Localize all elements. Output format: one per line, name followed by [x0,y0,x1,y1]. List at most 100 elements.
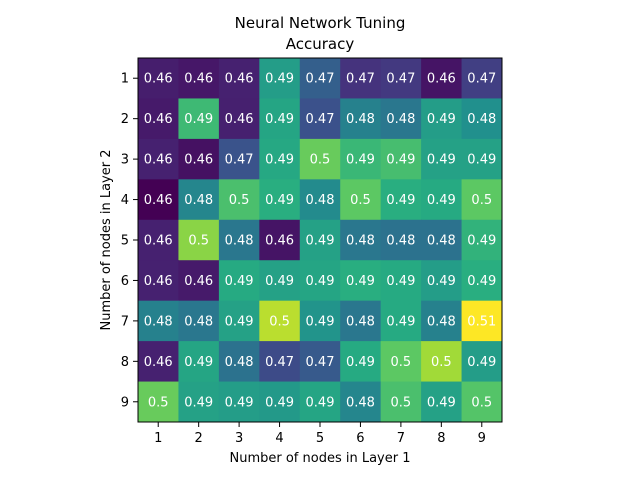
cell-value-label: 0.49 [386,274,415,289]
plot-frame [137,57,503,423]
cell-value-label: 0.48 [467,112,496,127]
cell-value-label: 0.5 [391,355,412,370]
heatmap-cell [259,341,301,383]
heatmap-cell [421,98,463,140]
cell-value-label: 0.49 [225,314,254,329]
cell-value-label: 0.48 [225,355,254,370]
heatmap-cell [218,98,260,140]
heatmap-cell [299,260,341,302]
heatmap-cell [259,219,301,261]
heatmap-cell [259,179,301,221]
y-axis-label: Number of nodes in Layer 2 [99,150,114,331]
cell-value-label: 0.46 [225,112,254,127]
heatmap-cell [178,260,220,302]
heatmap-cell [421,58,463,99]
heatmap-cell [138,179,179,221]
cell-value-label: 0.49 [265,72,294,87]
heatmap-cell [259,98,301,140]
cell-value-label: 0.49 [306,314,335,329]
heatmap-cell [178,98,220,140]
heatmap-cell [299,219,341,261]
heatmap-cell [461,381,503,423]
cell-value-label: 0.49 [306,395,335,410]
heatmap-cell [421,260,463,302]
cell-value-label: 0.5 [188,234,209,249]
heatmap-cell [380,98,422,140]
heatmap-cell [380,58,422,99]
cell-value-label: 0.49 [386,193,415,208]
cell-value-label: 0.47 [467,72,496,87]
heatmap-cell [218,381,260,423]
cell-value-label: 0.49 [427,193,456,208]
cell-value-label: 0.5 [269,314,290,329]
heatmap-cell [340,260,382,302]
cell-value-label: 0.46 [144,112,173,127]
heatmap-cell [218,219,260,261]
heatmap-cell [218,341,260,383]
heatmap-cell [340,341,382,383]
cell-value-label: 0.5 [471,395,492,410]
cell-value-label: 0.49 [386,314,415,329]
heatmap-cell [380,381,422,423]
cell-value-label: 0.46 [144,193,173,208]
heatmap-cell [380,260,422,302]
cell-value-label: 0.49 [225,395,254,410]
heatmap-cell [421,381,463,423]
cell-value-label: 0.49 [427,395,456,410]
heatmap-cell [178,58,220,99]
heatmap-cell [138,300,179,342]
heatmap-cell [421,341,463,383]
chart-title: Neural Network Tuning [235,14,406,32]
cell-value-label: 0.48 [184,193,213,208]
heatmap-cell [299,341,341,383]
cell-value-label: 0.46 [427,72,456,87]
heatmap-cell [138,381,179,423]
heatmap-cell [178,381,220,423]
heatmap-cell [340,138,382,180]
x-tick-label: 2 [195,431,203,446]
x-tick-label: 1 [154,431,162,446]
heatmap-cell [178,341,220,383]
heatmap-cell [340,381,382,423]
cell-value-label: 0.49 [184,355,213,370]
heatmap-cell [461,219,503,261]
cell-value-label: 0.46 [225,72,254,87]
cell-value-label: 0.47 [346,72,375,87]
heatmap-cell [218,58,260,99]
y-tick-label: 3 [121,153,129,168]
heatmap-cell [461,260,503,302]
heatmap-cell [259,260,301,302]
y-tick-label: 1 [121,72,129,87]
cell-value-label: 0.49 [225,274,254,289]
heatmap-cell [421,219,463,261]
heatmap-cell [461,58,503,99]
y-tick-label: 7 [121,314,129,329]
heatmap-cells: 0.46 0.46 0.46 0.49 0.47 0.47 0.47 0.46 0.47 0.46… [138,58,503,423]
heatmap-cell [138,219,179,261]
cell-value-label: 0.48 [144,314,173,329]
y-tick-label: 2 [121,112,129,127]
cell-value-label: 0.49 [467,274,496,289]
heatmap-cell [299,381,341,423]
cell-value-label: 0.49 [346,355,375,370]
cell-value-label: 0.49 [265,395,294,410]
cell-value-label: 0.48 [184,314,213,329]
heatmap-cell [461,341,503,383]
heatmap-cell [138,58,179,99]
heatmap-cell [380,219,422,261]
x-tick-label: 5 [316,431,324,446]
cell-value-label: 0.49 [427,153,456,168]
heatmap-cell [299,98,341,140]
heatmap-cell [218,179,260,221]
cell-value-label: 0.49 [265,153,294,168]
x-tick-label: 3 [235,431,243,446]
cell-value-label: 0.5 [350,193,371,208]
cell-value-label: 0.49 [346,153,375,168]
cell-value-label: 0.46 [144,274,173,289]
cell-value-label: 0.47 [265,355,294,370]
cell-value-label: 0.46 [184,274,213,289]
cell-value-label: 0.47 [306,72,335,87]
heatmap-cell [340,98,382,140]
y-tick-label: 9 [121,395,129,410]
